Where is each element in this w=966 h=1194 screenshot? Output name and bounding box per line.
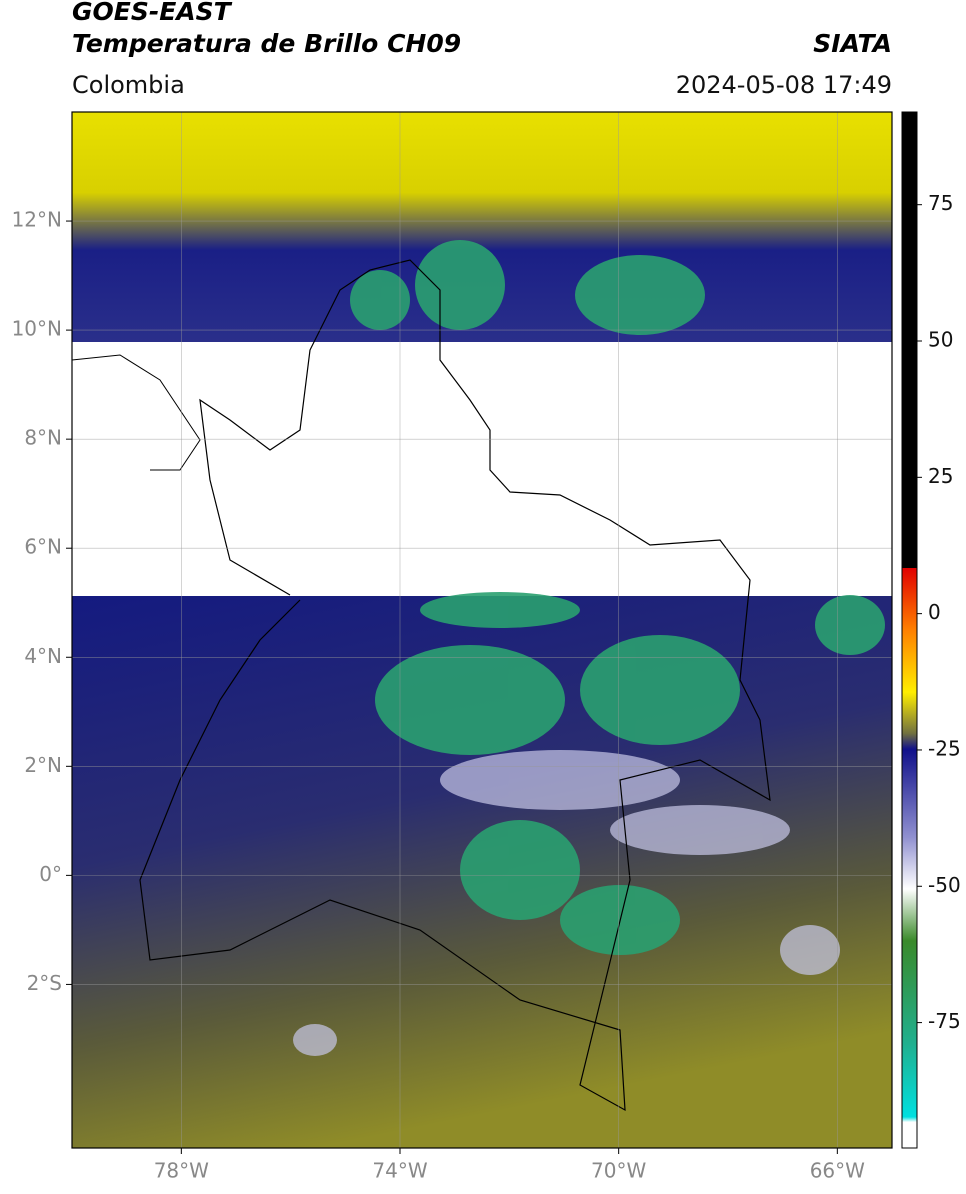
title: GOES-EAST bbox=[72, 0, 233, 26]
colorbar-label: -50 bbox=[928, 873, 961, 897]
graticule bbox=[72, 112, 892, 1148]
satellite-image bbox=[72, 112, 892, 1148]
x-tick-label: 70°W bbox=[591, 1159, 646, 1183]
region: Colombia bbox=[72, 71, 185, 99]
y-tick-label: 8°N bbox=[24, 426, 62, 450]
x-tick-label: 78°W bbox=[154, 1159, 209, 1183]
colorbar-label: 0 bbox=[928, 600, 941, 624]
source: SIATA bbox=[813, 29, 892, 58]
x-tick-label: 74°W bbox=[372, 1159, 427, 1183]
y-tick-label: 6°N bbox=[24, 535, 62, 559]
colorbar-label: 75 bbox=[928, 191, 953, 215]
y-tick-label: 2°S bbox=[27, 971, 62, 995]
y-tick-label: 0° bbox=[39, 862, 62, 886]
subtitle: Temperatura de Brillo CH09 bbox=[72, 29, 461, 58]
colorbar-label: 25 bbox=[928, 464, 953, 488]
datetime: 2024-05-08 17:49 bbox=[676, 71, 892, 99]
colorbar-label: -25 bbox=[928, 736, 961, 760]
colorbar-label: 50 bbox=[928, 328, 953, 352]
y-tick-label: 2°N bbox=[24, 753, 62, 777]
colorbar-label: -75 bbox=[928, 1009, 961, 1033]
map-frame bbox=[71, 111, 893, 1149]
y-tick-label: 12°N bbox=[12, 208, 62, 232]
y-tick-label: 4°N bbox=[24, 644, 62, 668]
colorbar bbox=[901, 111, 918, 1149]
y-tick-label: 10°N bbox=[12, 317, 62, 341]
x-tick-label: 66°W bbox=[810, 1159, 865, 1183]
